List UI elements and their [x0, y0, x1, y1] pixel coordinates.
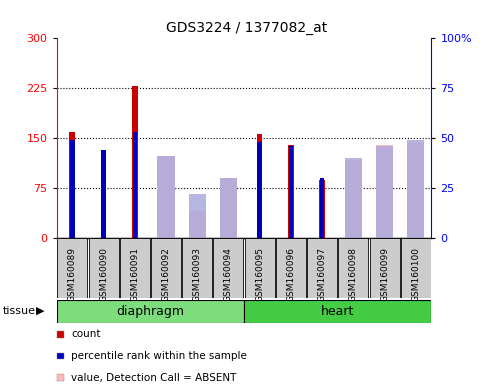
Bar [151, 238, 181, 298]
Bar [57, 300, 244, 323]
Bar [70, 140, 74, 238]
Text: GSM160099: GSM160099 [380, 247, 389, 302]
Bar [57, 238, 87, 298]
Text: GDS3224 / 1377082_at: GDS3224 / 1377082_at [166, 21, 327, 35]
Text: GSM160094: GSM160094 [224, 247, 233, 302]
Text: diaphragm: diaphragm [116, 305, 184, 318]
Bar [133, 132, 137, 238]
Bar [257, 142, 262, 238]
Bar [319, 179, 325, 238]
Bar [101, 150, 106, 238]
Bar [132, 86, 138, 238]
Text: percentile rank within the sample: percentile rank within the sample [71, 351, 247, 361]
Bar [213, 238, 244, 298]
Bar [220, 178, 237, 238]
Text: GSM160093: GSM160093 [193, 247, 202, 302]
Bar [70, 132, 75, 238]
Text: GSM160098: GSM160098 [349, 247, 358, 302]
Text: ▶: ▶ [35, 306, 44, 316]
Text: GSM160091: GSM160091 [130, 247, 139, 302]
Text: GSM160097: GSM160097 [317, 247, 326, 302]
Bar [244, 300, 431, 323]
Bar [407, 143, 424, 238]
Bar [338, 238, 368, 298]
Text: tissue: tissue [2, 306, 35, 316]
Bar [276, 238, 306, 298]
Bar [189, 194, 206, 238]
Bar [288, 145, 294, 238]
Bar [320, 178, 324, 238]
Bar [345, 158, 362, 238]
Bar [376, 145, 393, 238]
Text: GSM160090: GSM160090 [99, 247, 108, 302]
Bar [376, 146, 393, 238]
Bar [120, 238, 150, 298]
Bar [157, 156, 175, 238]
Text: GSM160095: GSM160095 [255, 247, 264, 302]
Text: GSM160089: GSM160089 [68, 247, 77, 302]
Bar [370, 238, 399, 298]
Bar [401, 238, 431, 298]
Bar [257, 134, 262, 238]
Bar [189, 212, 206, 238]
Bar [101, 158, 106, 238]
Bar [245, 238, 275, 298]
Text: value, Detection Call = ABSENT: value, Detection Call = ABSENT [71, 373, 237, 383]
Bar [288, 146, 293, 238]
Text: GSM160092: GSM160092 [162, 247, 171, 302]
Bar [407, 140, 424, 238]
Text: GSM160100: GSM160100 [411, 247, 420, 302]
Bar [220, 178, 237, 238]
Bar [182, 238, 212, 298]
Text: heart: heart [321, 305, 354, 318]
Bar [89, 238, 118, 298]
Bar [307, 238, 337, 298]
Text: GSM160096: GSM160096 [286, 247, 295, 302]
Bar [157, 156, 175, 238]
Text: count: count [71, 329, 101, 339]
Bar [345, 159, 362, 238]
